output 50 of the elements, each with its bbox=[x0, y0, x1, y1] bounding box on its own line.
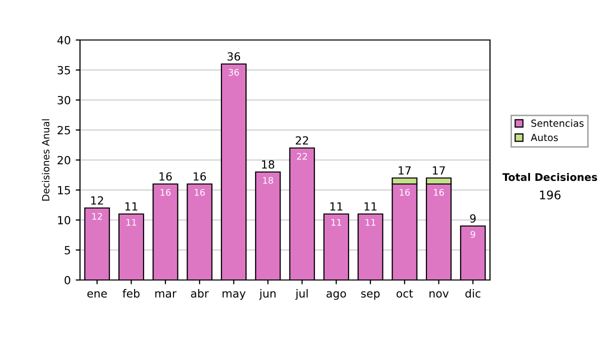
y-tick-label: 25 bbox=[58, 126, 70, 134]
x-tick-label: jun bbox=[259, 289, 276, 300]
x-tick-label: sep bbox=[361, 291, 380, 300]
total-label: 9 bbox=[470, 214, 476, 223]
x-tick-label: abr bbox=[191, 289, 209, 298]
data-label: 11 bbox=[332, 219, 342, 226]
y-tick-label: 20 bbox=[58, 156, 70, 164]
x-tick-label: ago bbox=[326, 291, 346, 300]
total-label: 16 bbox=[194, 172, 206, 181]
x-tick-label: dic bbox=[465, 289, 480, 298]
text: 196 bbox=[540, 190, 561, 200]
x-tick-label: ene bbox=[87, 291, 107, 298]
y-tick-label: 40 bbox=[57, 36, 70, 44]
total-label: 36 bbox=[228, 52, 240, 61]
total-label: 17 bbox=[432, 166, 445, 174]
text: Total Decisiones bbox=[502, 172, 598, 182]
total-label: 12 bbox=[91, 196, 104, 204]
data-label: 16 bbox=[194, 188, 205, 196]
data-label: 22 bbox=[297, 152, 307, 160]
data-label: 11 bbox=[126, 219, 136, 226]
data-label: 16 bbox=[400, 188, 410, 196]
y-tick-label: 15 bbox=[58, 186, 70, 194]
total-label: 18 bbox=[262, 160, 274, 169]
y-tick-label: 10 bbox=[58, 216, 70, 224]
y-tick-label: 0 bbox=[64, 276, 70, 284]
total-label: 11 bbox=[364, 202, 376, 210]
data-label: 16 bbox=[160, 188, 171, 196]
legend-label: Autos bbox=[530, 134, 558, 142]
x-tick-label: mar bbox=[155, 291, 177, 298]
y-tick-label: 5 bbox=[64, 246, 70, 254]
total-label: 22 bbox=[296, 136, 308, 144]
total-label: 16 bbox=[160, 172, 172, 181]
legend-label: Sentencias bbox=[531, 119, 584, 127]
data-label: 18 bbox=[263, 176, 274, 184]
data-label: 11 bbox=[366, 219, 376, 226]
x-tick-label: nov bbox=[430, 291, 449, 298]
x-tick-label: feb bbox=[122, 289, 140, 298]
data-label: 9 bbox=[470, 230, 476, 238]
data-label: 36 bbox=[228, 68, 239, 76]
data-label: 12 bbox=[92, 212, 102, 220]
total-label: 17 bbox=[398, 166, 411, 174]
y-tick-label: 30 bbox=[58, 96, 70, 104]
x-tick-label: jul bbox=[295, 289, 308, 300]
x-tick-label: may bbox=[222, 291, 246, 300]
data-label: 16 bbox=[434, 188, 444, 196]
y-tick-label: 35 bbox=[58, 66, 70, 74]
y-axis-title: Decisiones Anual bbox=[42, 119, 50, 201]
x-tick-label: oct bbox=[396, 290, 413, 298]
total-label: 11 bbox=[125, 202, 138, 210]
total-label: 11 bbox=[330, 202, 342, 210]
